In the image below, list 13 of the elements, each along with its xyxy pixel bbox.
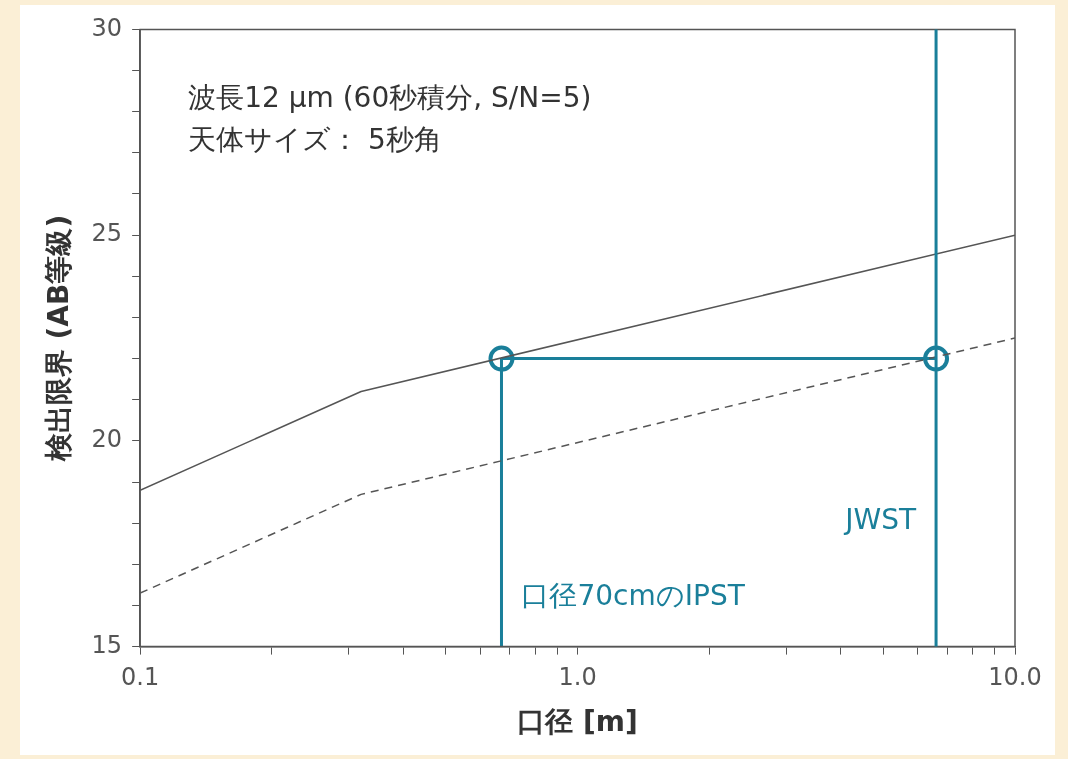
y-tick-label: 15 <box>91 630 123 659</box>
ref-line-label: JWST <box>843 502 917 536</box>
x-tick-label: 1.0 <box>558 663 597 692</box>
x-tick-label: 10.0 <box>988 663 1042 692</box>
y-tick-label: 30 <box>91 13 123 42</box>
annotation: 口径70cmのIPST <box>521 578 746 612</box>
y-axis-title: 検出限界 (AB等級) <box>42 214 76 463</box>
annotation: 天体サイズ： 5秒角 <box>188 122 442 156</box>
x-tick-label: 0.1 <box>121 663 160 692</box>
y-tick-label: 25 <box>91 219 123 248</box>
y-tick-label: 20 <box>91 425 123 454</box>
x-axis-title: 口径 [m] <box>517 705 638 739</box>
annotation: 波長12 µm (60秒積分, S/N=5) <box>188 80 592 114</box>
